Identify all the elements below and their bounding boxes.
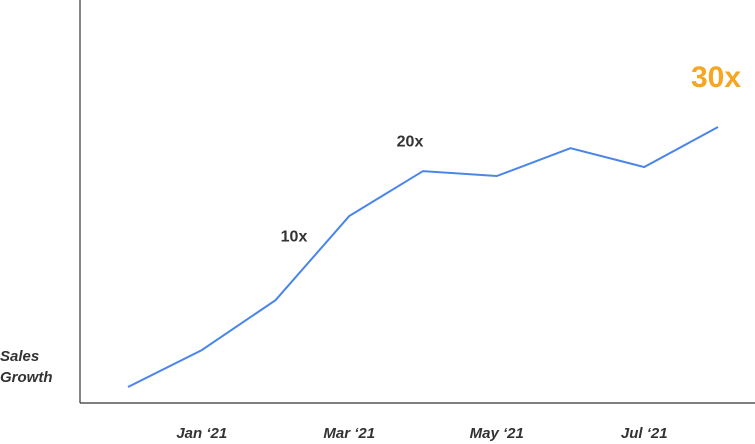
y-axis-label: Sales Growth bbox=[0, 348, 53, 386]
annotation: 20x bbox=[397, 133, 424, 150]
x-tick-label: Jul ‘21 bbox=[621, 425, 668, 442]
x-tick-label: Mar ‘21 bbox=[323, 425, 375, 442]
annotation: 30x bbox=[691, 61, 741, 94]
x-tick-label: May ‘21 bbox=[470, 425, 524, 442]
line bbox=[127, 126, 719, 388]
annotation: 10x bbox=[281, 228, 308, 245]
x-tick-label: Jan ‘21 bbox=[176, 425, 227, 442]
